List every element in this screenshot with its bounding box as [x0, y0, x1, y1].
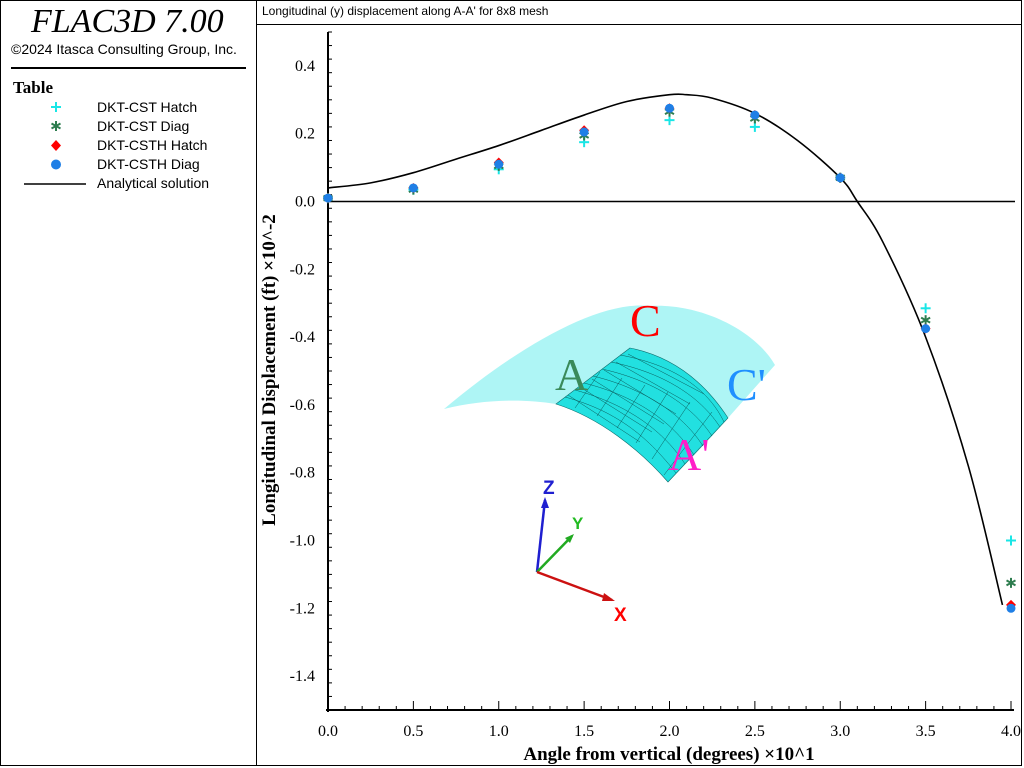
x-tick-label: 2.0 — [660, 723, 680, 740]
legend-divider — [11, 67, 246, 69]
dkt-csth-diag-point — [494, 159, 504, 169]
x-tick-label: 0.0 — [318, 723, 338, 740]
legend-label: DKT-CSTH Hatch — [97, 137, 208, 153]
y-tick-label: 0.2 — [295, 126, 315, 143]
inset-label-c-prime: C' — [727, 359, 766, 410]
asterisk-marker-icon — [51, 121, 61, 131]
y-tick-label: -1.2 — [290, 600, 315, 617]
y-tick-label: 0.4 — [295, 58, 315, 75]
copyright-text: ©2024 Itasca Consulting Group, Inc. — [11, 41, 237, 57]
y-tick-label: 0.0 — [295, 194, 315, 211]
y-axis-head — [565, 534, 574, 543]
model-inset: C A C' A' Z Y X — [444, 295, 775, 626]
dkt-cst-diag-point — [1006, 577, 1016, 588]
plus-marker-icon — [51, 102, 61, 112]
z-axis-label: Z — [543, 478, 555, 499]
y-tick-label: -1.4 — [290, 668, 315, 685]
dkt-csth-diag-point — [1006, 603, 1016, 613]
x-axis-title: Angle from vertical (degrees) ×10^1 — [523, 744, 814, 765]
x-tick-label: 3.5 — [916, 723, 936, 740]
y-tick-label: -0.6 — [290, 397, 315, 414]
asterisk-stroke — [1006, 579, 1016, 587]
legend-item-analytical-solution: Analytical solution — [21, 174, 251, 193]
app-title: FLAC3D 7.00 — [31, 3, 224, 40]
legend-panel: FLAC3D 7.00 ©2024 Itasca Consulting Grou… — [0, 0, 256, 766]
dkt-csth-diag-point — [323, 193, 333, 203]
legend-label: Analytical solution — [97, 175, 210, 191]
dkt-csth-diag-point — [408, 183, 418, 193]
y-tick-label: -0.2 — [290, 261, 315, 278]
circle-marker-icon — [51, 159, 61, 170]
x-axis-arrow — [536, 570, 613, 602]
x-tick-label: 1.0 — [489, 723, 509, 740]
z-axis-head — [541, 497, 549, 508]
x-tick-label: 3.0 — [830, 723, 850, 740]
x-axis-label: X — [614, 605, 627, 626]
dkt-cst-diag-point — [920, 315, 931, 326]
x-tick-label: 1.5 — [574, 723, 594, 740]
y-axis-label: Y — [572, 514, 584, 533]
dkt-csth-diag-point — [665, 103, 674, 113]
y-tick-label: -1.0 — [290, 533, 315, 550]
line-marker-icon — [24, 183, 86, 185]
dkt-csth-diag-point — [750, 110, 760, 120]
inset-label-c: C — [630, 295, 661, 346]
diamond-marker-icon — [51, 140, 61, 151]
mesh-lines — [564, 353, 725, 476]
dkt-csth-diag-point — [835, 173, 845, 183]
dkt-csth-diag-point — [921, 324, 931, 334]
mesh-region — [555, 347, 729, 483]
plot-panel — [256, 0, 1022, 766]
legend-item-dkt-csth-hatch: DKT-CSTH Hatch — [21, 136, 251, 155]
legend-item-dkt-csth-diag: DKT-CSTH Diag — [21, 155, 251, 174]
axes-group: 0.4 0.2 0.0 -0.2 -0.4 -0.6 -0.8 -1.0 -1.2 -1.4 0.0… — [290, 31, 1021, 740]
series-group — [323, 93, 1016, 613]
legend-label: DKT-CSTH Diag — [97, 156, 200, 172]
asterisk-stroke — [920, 316, 931, 324]
inset-label-a-prime: A' — [668, 429, 710, 480]
dkt-cst-hatch-point — [749, 121, 760, 132]
plot-title: Longitudinal (y) displacement along A-A'… — [262, 4, 549, 18]
y-tick-label: -0.4 — [290, 329, 315, 346]
inset-label-a: A — [555, 349, 588, 400]
dkt-cst-hatch-point — [664, 115, 675, 126]
analytical-solution-line — [327, 93, 1004, 606]
legend-label: DKT-CST Diag — [97, 118, 190, 134]
z-axis-arrow — [535, 499, 547, 573]
y-tick-label: -0.8 — [290, 465, 315, 482]
title-divider — [257, 24, 1021, 25]
y-axis-arrow — [536, 535, 573, 573]
legend-item-dkt-cst-diag: DKT-CST Diag — [21, 117, 251, 136]
legend-label: DKT-CST Hatch — [97, 99, 198, 115]
legend-title: Table — [13, 78, 54, 97]
axes-triad: Z Y X — [535, 478, 627, 626]
dkt-csth-diag-point — [579, 127, 589, 137]
legend-item-dkt-cst-hatch: DKT-CST Hatch — [21, 98, 251, 117]
x-tick-label: 2.5 — [745, 723, 765, 740]
x-tick-label: 0.5 — [403, 723, 423, 740]
x-tick-label: 4.0 — [1001, 723, 1021, 740]
y-axis-title: Longitudinal Displacement (ft) ×10^-2 — [259, 214, 280, 526]
x-axis-head — [602, 593, 615, 601]
dkt-cst-hatch-point — [1006, 535, 1016, 546]
dkt-cst-hatch-point — [920, 303, 931, 314]
